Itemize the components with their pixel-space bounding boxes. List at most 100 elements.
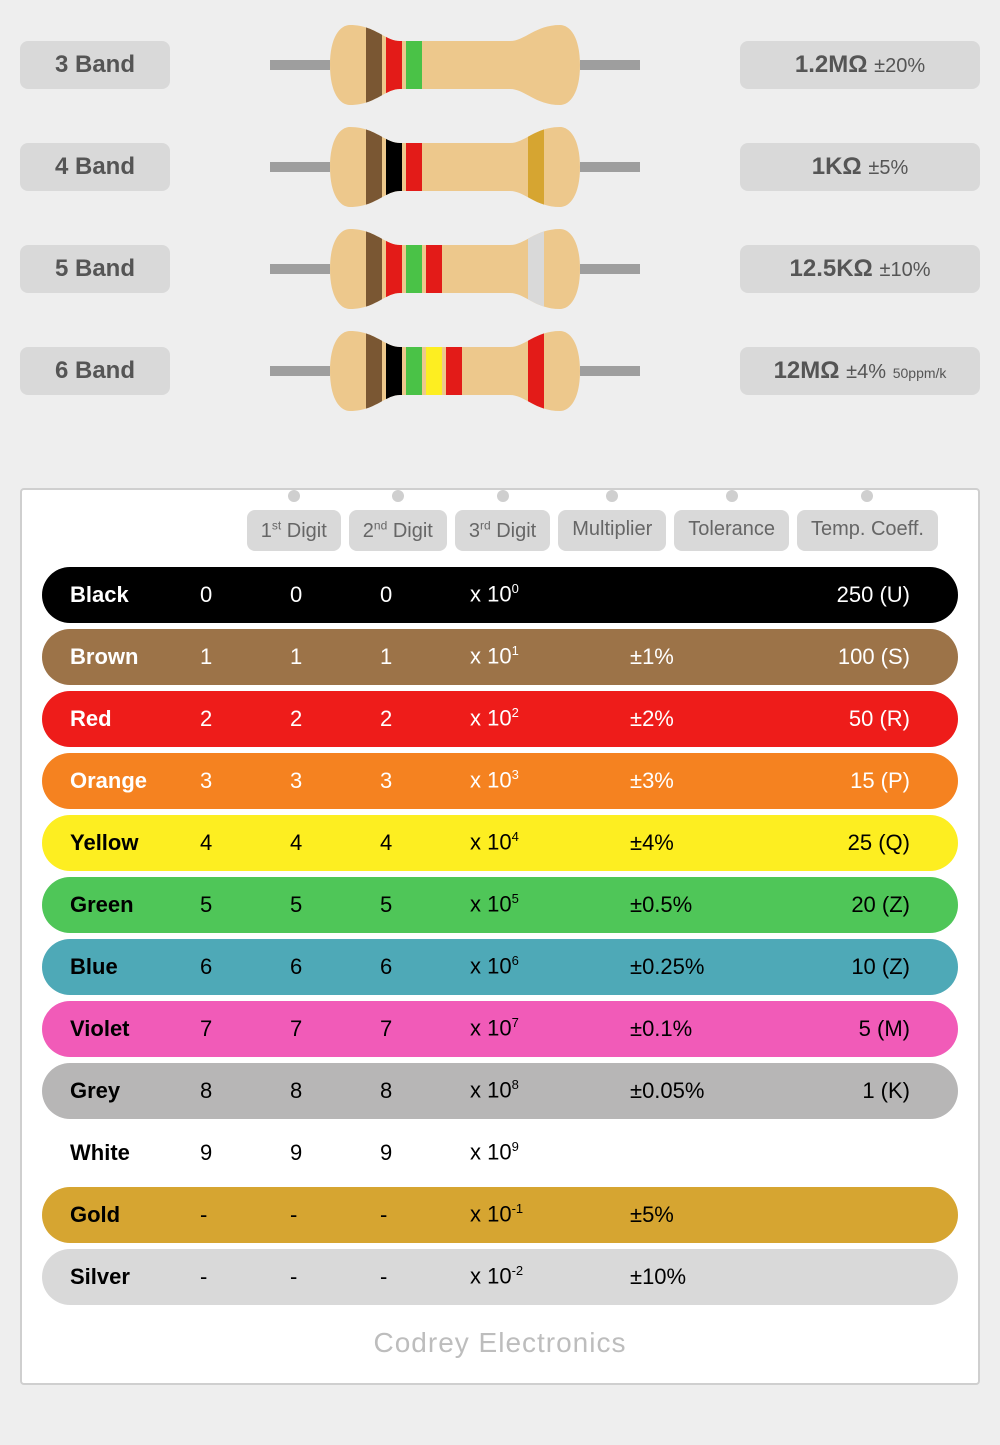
digit-2: 7 [290, 1016, 380, 1042]
tolerance: ±0.05% [630, 1078, 780, 1104]
color-code-row: Blue666x 106±0.25%10 (Z) [42, 939, 958, 995]
tolerance: ±4% [630, 830, 780, 856]
color-code-row: Orange333x 103±3%15 (P) [42, 753, 958, 809]
resistor-row: 6 Band12MΩ ±4% 50ppm/k [20, 326, 980, 416]
color-name: Yellow [70, 830, 200, 856]
band-count-label: 4 Band [20, 143, 170, 191]
tolerance: ±0.1% [630, 1016, 780, 1042]
digit-1: 9 [200, 1140, 290, 1166]
multiplier: x 101 [470, 643, 630, 669]
multiplier: x 106 [470, 953, 630, 979]
color-code-row: Green555x 105±0.5%20 (Z) [42, 877, 958, 933]
digit-3: 0 [380, 582, 470, 608]
color-band [446, 331, 462, 411]
resistor-value-label: 1.2MΩ ±20% [740, 41, 980, 89]
color-band [386, 331, 402, 411]
resistor-graphic [170, 326, 740, 416]
color-name: Violet [70, 1016, 200, 1042]
digit-1: 4 [200, 830, 290, 856]
color-band [386, 127, 402, 207]
digit-2: 5 [290, 892, 380, 918]
color-code-row: Red222x 102±2%50 (R) [42, 691, 958, 747]
column-header: Tolerance [674, 510, 789, 551]
color-code-row: Silver---x 10-2±10% [42, 1249, 958, 1305]
digit-1: 3 [200, 768, 290, 794]
color-name: Black [70, 582, 200, 608]
resistor-value-label: 12MΩ ±4% 50ppm/k [740, 347, 980, 395]
digit-3: 1 [380, 644, 470, 670]
multiplier: x 103 [470, 767, 630, 793]
temp-coeff: 100 (S) [780, 644, 910, 670]
digit-2: 4 [290, 830, 380, 856]
color-name: Brown [70, 644, 200, 670]
resistor-value-label: 1KΩ ±5% [740, 143, 980, 191]
color-code-table: 1st Digit2nd Digit3rd DigitMultiplierTol… [20, 488, 980, 1385]
digit-3: 4 [380, 830, 470, 856]
digit-1: 2 [200, 706, 290, 732]
multiplier: x 104 [470, 829, 630, 855]
tolerance: ±10% [630, 1264, 780, 1290]
color-band [426, 229, 442, 309]
temp-coeff: 50 (R) [780, 706, 910, 732]
tolerance: ±0.25% [630, 954, 780, 980]
temp-coeff: 5 (M) [780, 1016, 910, 1042]
color-name: Red [70, 706, 200, 732]
digit-3: - [380, 1264, 470, 1290]
color-band [528, 127, 544, 207]
color-band [528, 229, 544, 309]
color-code-row: Brown111x 101±1%100 (S) [42, 629, 958, 685]
multiplier: x 10-1 [470, 1201, 630, 1227]
digit-1: 0 [200, 582, 290, 608]
temp-coeff: 10 (Z) [780, 954, 910, 980]
multiplier: x 105 [470, 891, 630, 917]
digit-1: 6 [200, 954, 290, 980]
digit-2: - [290, 1202, 380, 1228]
color-band [366, 25, 382, 105]
column-header: 1st Digit [247, 510, 341, 551]
color-band [406, 331, 422, 411]
temp-coeff: 15 (P) [780, 768, 910, 794]
resistor-value-label: 12.5KΩ ±10% [740, 245, 980, 293]
temp-coeff: 20 (Z) [780, 892, 910, 918]
resistor-row: 4 Band 1KΩ ±5% [20, 122, 980, 212]
color-code-row: White999x 109 [42, 1125, 958, 1181]
color-band [386, 229, 402, 309]
resistor-row: 3 Band1.2MΩ ±20% [20, 20, 980, 110]
tolerance: ±1% [630, 644, 780, 670]
digit-1: 1 [200, 644, 290, 670]
color-band [406, 127, 422, 207]
color-code-row: Violet777x 107±0.1%5 (M) [42, 1001, 958, 1057]
color-code-row: Gold---x 10-1±5% [42, 1187, 958, 1243]
color-code-row: Grey888x 108±0.05%1 (K) [42, 1063, 958, 1119]
color-name: Gold [70, 1202, 200, 1228]
temp-coeff: 1 (K) [780, 1078, 910, 1104]
color-code-row: Black000x 100250 (U) [42, 567, 958, 623]
tolerance: ±0.5% [630, 892, 780, 918]
digit-3: 3 [380, 768, 470, 794]
digit-1: - [200, 1264, 290, 1290]
color-name: Orange [70, 768, 200, 794]
color-name: Grey [70, 1078, 200, 1104]
digit-3: 7 [380, 1016, 470, 1042]
resistor-graphic [170, 224, 740, 314]
color-band [366, 229, 382, 309]
digit-2: 3 [290, 768, 380, 794]
color-band [366, 127, 382, 207]
digit-3: 5 [380, 892, 470, 918]
digit-2: - [290, 1264, 380, 1290]
multiplier: x 102 [470, 705, 630, 731]
resistor-row: 5 Band 12.5KΩ ±10% [20, 224, 980, 314]
digit-1: - [200, 1202, 290, 1228]
color-band [386, 25, 402, 105]
color-band [528, 331, 544, 411]
digit-2: 8 [290, 1078, 380, 1104]
digit-2: 1 [290, 644, 380, 670]
multiplier: x 107 [470, 1015, 630, 1041]
digit-3: 6 [380, 954, 470, 980]
tolerance: ±3% [630, 768, 780, 794]
digit-2: 0 [290, 582, 380, 608]
multiplier: x 108 [470, 1077, 630, 1103]
band-count-label: 5 Band [20, 245, 170, 293]
digit-2: 6 [290, 954, 380, 980]
multiplier: x 109 [470, 1139, 630, 1165]
